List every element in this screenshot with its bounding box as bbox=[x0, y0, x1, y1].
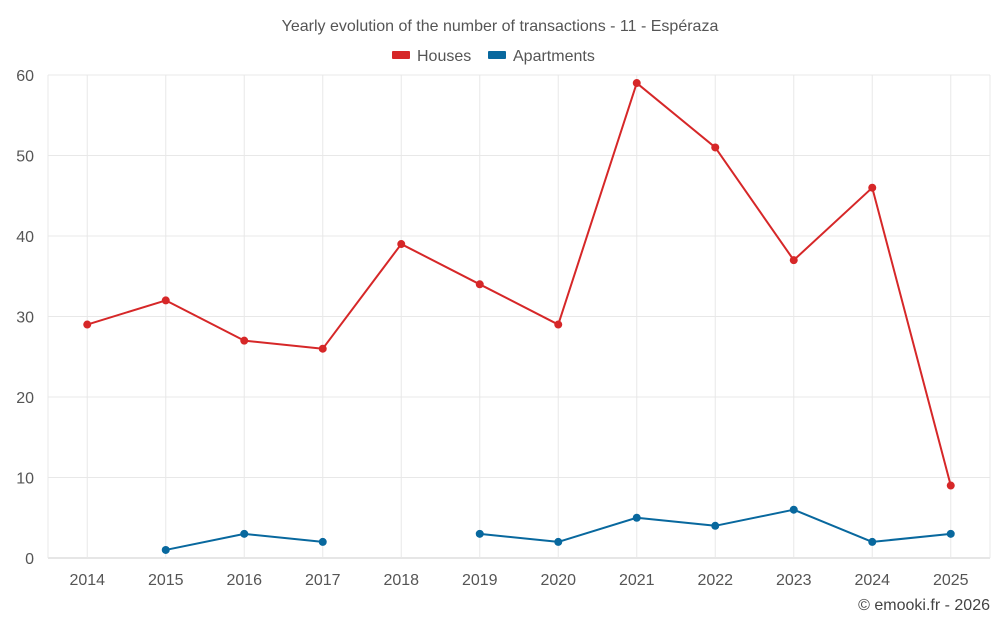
data-point-houses[interactable] bbox=[83, 320, 92, 329]
x-tick-label: 2017 bbox=[305, 572, 341, 589]
data-point-houses[interactable] bbox=[554, 320, 563, 329]
data-point-houses[interactable] bbox=[397, 240, 406, 249]
data-point-houses[interactable] bbox=[240, 336, 249, 345]
data-point-houses[interactable] bbox=[789, 256, 798, 265]
data-point-houses[interactable] bbox=[711, 143, 720, 152]
x-tick-label: 2025 bbox=[933, 572, 969, 589]
series-line-houses bbox=[86, 82, 952, 486]
legend-swatch-apartments bbox=[488, 51, 506, 59]
legend-label-apartments: Apartments bbox=[513, 48, 595, 65]
data-point-houses[interactable] bbox=[632, 79, 641, 88]
x-tick-label: 2014 bbox=[69, 572, 105, 589]
legend-label-houses: Houses bbox=[417, 48, 471, 65]
x-tick-label: 2019 bbox=[462, 572, 498, 589]
grid bbox=[47, 74, 991, 559]
y-tick-label: 20 bbox=[16, 390, 34, 407]
y-tick-label: 0 bbox=[25, 551, 34, 568]
y-axis-tick-labels: 0 10 20 30 40 50 60 bbox=[16, 68, 34, 568]
x-tick-label: 2023 bbox=[776, 572, 812, 589]
legend-swatch-houses bbox=[392, 51, 410, 59]
data-point-apartments[interactable] bbox=[868, 537, 877, 546]
x-tick-label: 2020 bbox=[540, 572, 576, 589]
data-point-apartments[interactable] bbox=[475, 529, 484, 538]
data-point-apartments[interactable] bbox=[789, 505, 798, 514]
legend-item-apartments[interactable]: Apartments bbox=[488, 48, 595, 65]
legend[interactable]: Houses Apartments bbox=[392, 48, 595, 65]
data-point-apartments[interactable] bbox=[161, 545, 170, 554]
legend-item-houses[interactable]: Houses bbox=[392, 48, 471, 65]
data-point-apartments[interactable] bbox=[554, 537, 563, 546]
data-point-apartments[interactable] bbox=[318, 537, 327, 546]
data-point-houses[interactable] bbox=[318, 344, 327, 353]
y-tick-label: 50 bbox=[16, 149, 34, 166]
chart-title: Yearly evolution of the number of transa… bbox=[282, 18, 719, 35]
series-houses bbox=[83, 79, 955, 490]
data-point-apartments[interactable] bbox=[711, 521, 720, 530]
y-tick-label: 60 bbox=[16, 68, 34, 85]
data-point-apartments[interactable] bbox=[632, 513, 641, 522]
y-tick-label: 30 bbox=[16, 310, 34, 327]
x-axis-tick-labels: 2014 2015 2016 2017 2018 2019 2020 2021 2022 2023… bbox=[69, 572, 968, 589]
data-point-apartments[interactable] bbox=[240, 529, 249, 538]
x-tick-label: 2022 bbox=[697, 572, 733, 589]
series-apartments bbox=[161, 505, 955, 554]
data-point-houses[interactable] bbox=[868, 183, 877, 192]
y-tick-label: 40 bbox=[16, 229, 34, 246]
data-point-houses[interactable] bbox=[161, 296, 170, 305]
x-tick-label: 2021 bbox=[619, 572, 655, 589]
x-tick-label: 2018 bbox=[383, 572, 419, 589]
y-tick-label: 10 bbox=[16, 471, 34, 488]
data-point-houses[interactable] bbox=[946, 481, 955, 490]
x-tick-label: 2015 bbox=[148, 572, 184, 589]
x-tick-label: 2024 bbox=[854, 572, 890, 589]
data-point-apartments[interactable] bbox=[946, 529, 955, 538]
data-point-houses[interactable] bbox=[475, 280, 484, 289]
series bbox=[83, 79, 955, 554]
credit-text: © emooki.fr - 2026 bbox=[858, 597, 990, 614]
x-tick-label: 2016 bbox=[226, 572, 262, 589]
